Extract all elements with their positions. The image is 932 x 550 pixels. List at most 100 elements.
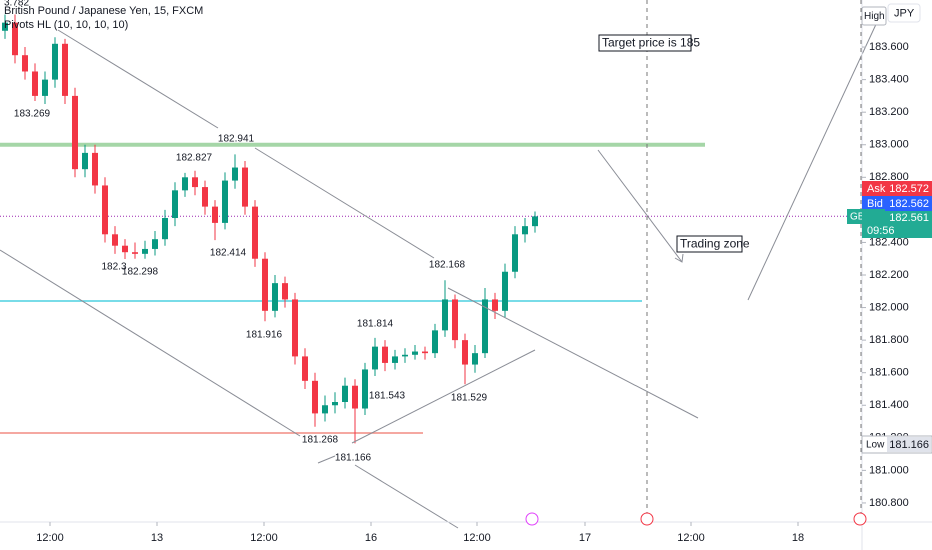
candle-body	[462, 340, 468, 365]
trend-line	[317, 455, 336, 464]
x-tick-label: 12:00	[677, 532, 705, 544]
candle-body	[12, 22, 18, 56]
candle-body	[262, 258, 268, 311]
candle-body	[232, 167, 238, 181]
pivot-label: 182.941	[218, 134, 255, 145]
candle-body	[62, 43, 68, 96]
bid-name: Bid	[867, 198, 883, 210]
candle-body	[82, 152, 88, 170]
ask-name: Ask	[867, 183, 886, 195]
event-icon[interactable]	[525, 512, 539, 526]
note-box	[676, 235, 743, 253]
candle-body	[142, 248, 148, 254]
candle-body	[222, 180, 228, 223]
pivot-label: 182.414	[210, 248, 247, 259]
candle-body	[492, 299, 498, 311]
low-price: 181.166	[889, 439, 929, 451]
y-tick-label: 181.600	[869, 367, 909, 379]
trend-line	[747, 19, 879, 301]
candle-body	[362, 369, 368, 409]
candle-body	[292, 299, 298, 357]
candle-body	[192, 177, 198, 188]
plot-area	[0, 14, 862, 444]
y-tick-label: 183.000	[869, 139, 909, 151]
pivot-label: 182.827	[176, 153, 213, 164]
bar-timer: 09:56	[867, 225, 895, 237]
pivot-label: 182.168	[429, 260, 466, 271]
indicator-title: Pivots HL (10, 10, 10, 10)	[4, 19, 128, 31]
candle-body	[442, 299, 448, 331]
last-price: 182.561	[889, 212, 929, 224]
bid-price: 182.562	[889, 198, 929, 210]
candle-body	[452, 299, 458, 341]
candle-body	[342, 385, 348, 403]
trend-line	[354, 464, 459, 529]
candle-body	[272, 283, 278, 311]
annotation: Trading zone	[680, 237, 750, 251]
candle-body	[382, 346, 388, 363]
pivot-label: 181.543	[369, 391, 406, 402]
trend-line	[254, 147, 435, 259]
candle-body	[472, 353, 478, 365]
y-tick-label: 182.000	[869, 301, 909, 313]
note-box	[598, 34, 692, 52]
trend-line	[0, 249, 301, 437]
arrow-line	[597, 149, 683, 263]
y-tick-label: 182.800	[869, 171, 909, 183]
pivot-label: 181.916	[246, 330, 283, 341]
candle-body	[432, 330, 438, 354]
candle-body	[532, 216, 538, 227]
candle-body	[402, 354, 408, 357]
corner-value: 3.782	[4, 0, 29, 9]
pivot-label: 182.298	[122, 267, 159, 278]
y-tick-label: 182.400	[869, 236, 909, 248]
pivot-label: 181.529	[451, 393, 488, 404]
x-tick-label: 12:00	[36, 532, 64, 544]
x-tick-label: 13	[151, 532, 163, 544]
x-tick-label: 16	[365, 532, 377, 544]
candle-body	[152, 239, 158, 249]
ask-price: 182.572	[889, 183, 929, 195]
candle-body	[122, 245, 128, 253]
arrow-head	[674, 253, 684, 263]
x-tick-label: 12:00	[250, 532, 278, 544]
candle-body	[182, 177, 188, 191]
candle-body	[322, 405, 328, 414]
candle-body	[302, 356, 308, 381]
y-tick-label: 180.800	[869, 497, 909, 509]
currency-tag	[887, 3, 921, 23]
trend-line	[351, 349, 536, 444]
high-tag	[861, 6, 887, 26]
candle-body	[162, 218, 168, 240]
candle-body	[392, 356, 398, 363]
y-tick-label: 183.400	[869, 74, 909, 86]
bid-tag	[862, 196, 932, 211]
candle-body	[132, 252, 138, 254]
low-name: Low	[866, 440, 885, 451]
y-tick-label: 183.600	[869, 41, 909, 53]
pivot-label: 183.269	[14, 109, 51, 120]
candle-body	[502, 271, 508, 311]
candle-body	[352, 385, 358, 409]
trend-lines	[0, 19, 879, 529]
y-tick-label: 183.200	[869, 106, 909, 118]
event-icon[interactable]	[853, 512, 867, 526]
candle-body	[212, 206, 218, 223]
candle-body	[22, 55, 28, 72]
candle-body	[422, 351, 428, 354]
annotation: Target price is 185	[602, 36, 700, 50]
y-tick-label: 181.800	[869, 334, 909, 346]
candle-body	[92, 152, 98, 186]
pivot-label: 181.268	[302, 435, 339, 446]
x-tick-label: 17	[579, 532, 591, 544]
candle-body	[282, 283, 288, 300]
candle-body	[312, 380, 318, 414]
candle-body	[42, 79, 48, 96]
x-tick-label: 12:00	[463, 532, 491, 544]
pivot-label: 181.166	[335, 453, 372, 464]
candle-body	[512, 234, 518, 272]
event-icon[interactable]	[640, 512, 654, 526]
y-tick-label: 181.000	[869, 464, 909, 476]
candle-body	[112, 234, 118, 246]
